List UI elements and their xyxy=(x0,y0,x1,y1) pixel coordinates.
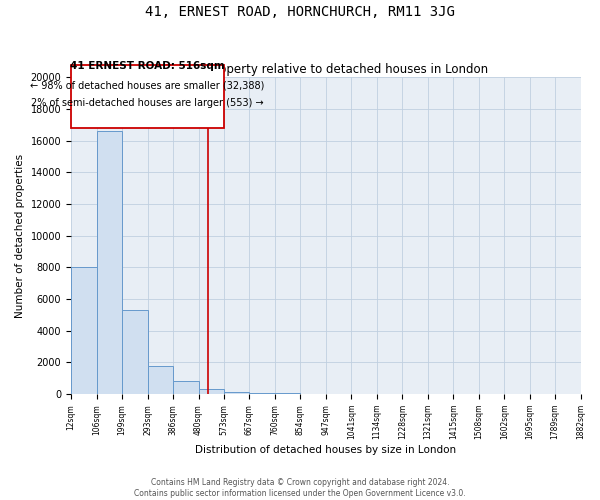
Bar xyxy=(71,266,97,394)
Bar xyxy=(148,366,173,394)
X-axis label: Distribution of detached houses by size in London: Distribution of detached houses by size … xyxy=(195,445,457,455)
Bar xyxy=(199,388,224,394)
Y-axis label: Number of detached properties: Number of detached properties xyxy=(15,154,25,318)
Text: 41, ERNEST ROAD, HORNCHURCH, RM11 3JG: 41, ERNEST ROAD, HORNCHURCH, RM11 3JG xyxy=(145,5,455,19)
Bar xyxy=(250,392,275,394)
Bar xyxy=(122,310,148,394)
Title: Size of property relative to detached houses in London: Size of property relative to detached ho… xyxy=(164,64,488,76)
FancyBboxPatch shape xyxy=(71,65,224,128)
Text: ← 98% of detached houses are smaller (32,388): ← 98% of detached houses are smaller (32… xyxy=(30,80,265,90)
Text: Contains HM Land Registry data © Crown copyright and database right 2024.
Contai: Contains HM Land Registry data © Crown c… xyxy=(134,478,466,498)
Text: 41 ERNEST ROAD: 516sqm: 41 ERNEST ROAD: 516sqm xyxy=(70,62,225,72)
Bar xyxy=(173,382,199,394)
Text: 2% of semi-detached houses are larger (553) →: 2% of semi-detached houses are larger (5… xyxy=(31,98,264,108)
Bar xyxy=(97,132,122,394)
Bar xyxy=(224,392,250,394)
